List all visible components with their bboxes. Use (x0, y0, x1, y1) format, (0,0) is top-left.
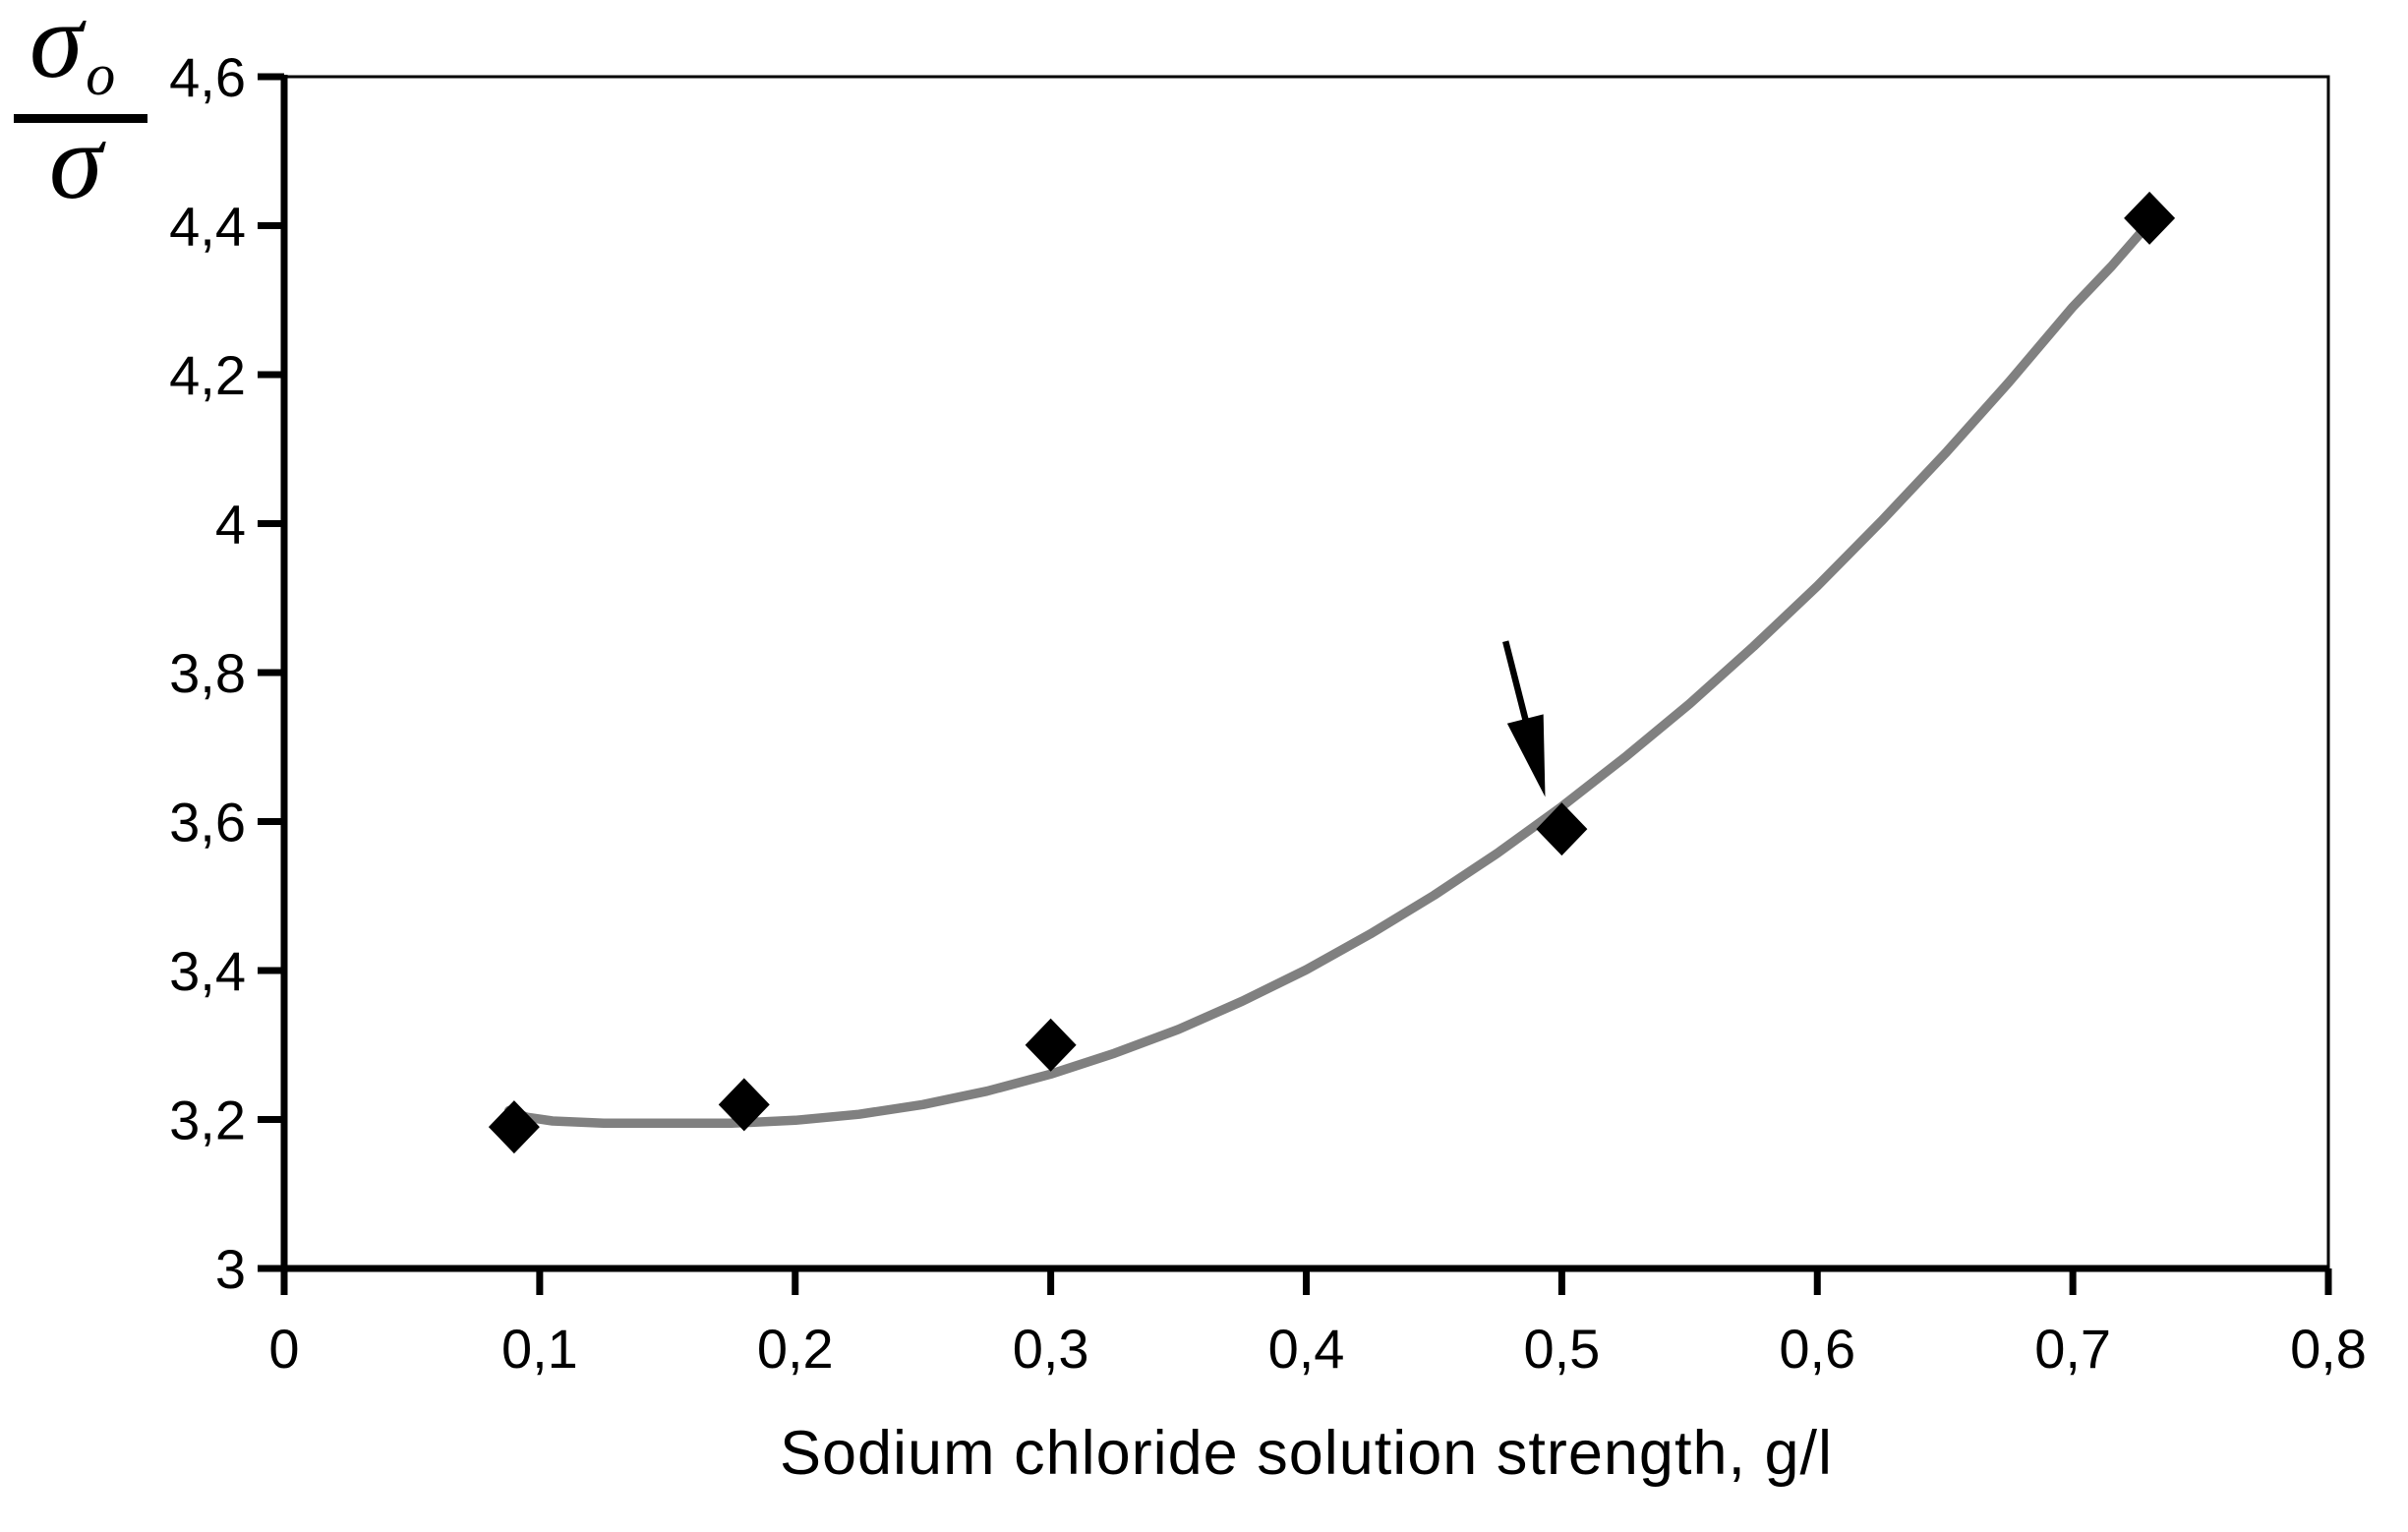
y-tick-label: 4,6 (169, 46, 246, 108)
y-tick-label: 4,2 (169, 344, 246, 406)
x-tick-label: 0,7 (2034, 1318, 2111, 1380)
x-tick-label: 0,4 (1268, 1318, 1345, 1380)
x-tick-label: 0,8 (2290, 1318, 2367, 1380)
x-tick-label: 0,5 (1523, 1318, 1600, 1380)
annotation-arrow-head (1506, 714, 1546, 797)
y-tick-label: 3,2 (169, 1090, 246, 1151)
y-tick-label: 3,6 (169, 792, 246, 854)
fraction-bar (14, 114, 147, 123)
y-tick-label: 3,4 (169, 940, 246, 1002)
data-point-marker (2124, 191, 2176, 245)
x-tick-label: 0,3 (1013, 1318, 1089, 1380)
x-axis-title: Sodium chloride solution strength, g/l (779, 1419, 1834, 1488)
y-axis-label-denominator: σ (49, 101, 103, 221)
data-point-marker (1536, 802, 1588, 856)
x-tick-label: 0,1 (501, 1318, 578, 1380)
x-tick-label: 0,2 (757, 1318, 834, 1380)
trendline-curve (503, 220, 2152, 1129)
annotation-arrow-shaft (1502, 640, 1530, 726)
data-point-marker (1025, 1018, 1077, 1072)
sigma-numerator-subscript: o (86, 42, 116, 107)
plot-frame-border (284, 75, 2330, 1268)
y-axis-label-numerator: σo (29, 0, 115, 104)
x-tick-label: 0 (268, 1318, 299, 1380)
data-point-marker (488, 1100, 540, 1154)
sigma-numerator: σ (29, 0, 84, 100)
y-tick-label: 4,4 (169, 196, 246, 258)
y-tick-label: 3,8 (169, 642, 246, 704)
x-tick-label: 0,6 (1779, 1318, 1855, 1380)
data-point-marker (718, 1078, 770, 1132)
y-tick-label: 4 (215, 494, 246, 556)
y-axis-label: σo σ (0, 0, 167, 236)
y-tick-label: 3 (215, 1238, 246, 1300)
